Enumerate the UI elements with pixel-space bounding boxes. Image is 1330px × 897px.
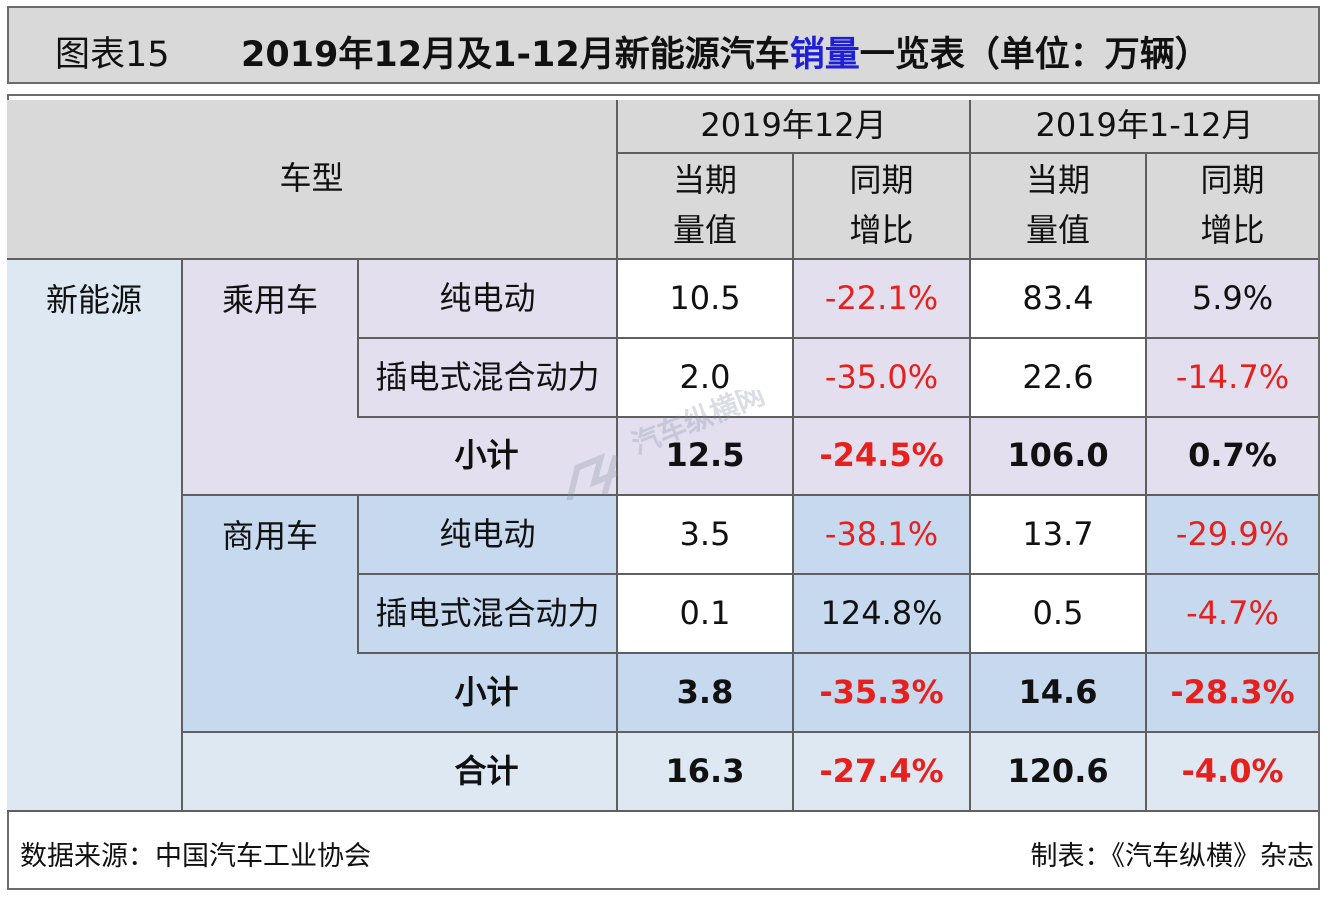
commercial-subtotal-dec-value: 3.8 — [618, 654, 794, 733]
passenger-subtotal-dec-yoy: -24.5% — [794, 418, 971, 496]
passenger-phev-label: 插电式混合动力 — [359, 339, 618, 418]
passenger-bev-ytd-value: 83.4 — [971, 260, 1147, 339]
commercial-subtotal-text: 小计 — [454, 672, 519, 711]
total-ytd-yoy: -4.0% — [1147, 733, 1318, 812]
header-vehicle-type: 车型 — [7, 100, 618, 260]
passenger-phev-dec-yoy: -35.0% — [794, 339, 971, 418]
total-label: 合计 — [183, 733, 618, 812]
total-dec-value: 16.3 — [618, 733, 794, 812]
passenger-subtotal-ytd-yoy: 0.7% — [1147, 418, 1318, 496]
passenger-bev-dec-yoy: -22.1% — [794, 260, 971, 339]
total-ytd-value: 120.6 — [971, 733, 1147, 812]
title-bar: 图表15 2019年12月及1-12月新能源汽车销量一览表（单位：万辆） — [7, 6, 1320, 84]
passenger-subtotal-label: 小计 — [183, 418, 618, 496]
data-source: 数据来源：中国汽车工业协会 — [20, 841, 371, 872]
commercial-bev-ytd-yoy: -29.9% — [1147, 496, 1318, 575]
passenger-bev-dec-value: 10.5 — [618, 260, 794, 339]
passenger-subtotal-ytd-value: 106.0 — [971, 418, 1147, 496]
passenger-bev-label: 纯电动 — [359, 260, 618, 339]
commercial-subtotal-label: 小计 — [183, 654, 618, 733]
header-period-dec: 2019年12月 — [618, 100, 971, 154]
page-title: 2019年12月及1-12月新能源汽车销量一览表（单位：万辆） — [241, 26, 1210, 77]
commercial-subtotal-ytd-yoy: -28.3% — [1147, 654, 1318, 733]
commercial-phev-ytd-yoy: -4.7% — [1147, 575, 1318, 654]
commercial-subtotal-dec-yoy: -35.3% — [794, 654, 971, 733]
passenger-phev-ytd-yoy: -14.7% — [1147, 339, 1318, 418]
figure-number: 图表15 — [55, 35, 170, 75]
total-text: 合计 — [454, 751, 519, 790]
commercial-bev-ytd-value: 13.7 — [971, 496, 1147, 575]
commercial-phev-dec-yoy: 124.8% — [794, 575, 971, 654]
commercial-phev-ytd-value: 0.5 — [971, 575, 1147, 654]
total-dec-yoy: -27.4% — [794, 733, 971, 812]
commercial-bev-label: 纯电动 — [359, 496, 618, 575]
passenger-subtotal-text: 小计 — [454, 436, 519, 475]
commercial-phev-label: 插电式混合动力 — [359, 575, 618, 654]
commercial-phev-dec-value: 0.1 — [618, 575, 794, 654]
passenger-phev-dec-value: 2.0 — [618, 339, 794, 418]
commercial-subtotal-ytd-value: 14.6 — [971, 654, 1147, 733]
passenger-bev-ytd-yoy: 5.9% — [1147, 260, 1318, 339]
title-highlight: 销量 — [789, 35, 860, 75]
commercial-bev-dec-yoy: -38.1% — [794, 496, 971, 575]
header-period-ytd: 2019年1-12月 — [971, 100, 1318, 154]
title-prefix: 2019年12月及1-12月新能源汽车 — [241, 35, 790, 75]
category-new-energy: 新能源 — [7, 260, 183, 812]
passenger-phev-ytd-value: 22.6 — [971, 339, 1147, 418]
header-dec-yoy: 同期 增比 — [794, 154, 971, 260]
table-maker: 制表：《汽车纵横》杂志 — [1030, 841, 1315, 872]
sales-table: 车型 2019年12月 2019年1-12月 当期 量值 同期 增比 当期 量值… — [7, 100, 1318, 812]
header-ytd-yoy: 同期 增比 — [1147, 154, 1318, 260]
passenger-subtotal-dec-value: 12.5 — [618, 418, 794, 496]
title-suffix: 一览表（单位：万辆） — [859, 35, 1210, 75]
header-ytd-current: 当期 量值 — [971, 154, 1147, 260]
commercial-bev-dec-value: 3.5 — [618, 496, 794, 575]
header-dec-current: 当期 量值 — [618, 154, 794, 260]
